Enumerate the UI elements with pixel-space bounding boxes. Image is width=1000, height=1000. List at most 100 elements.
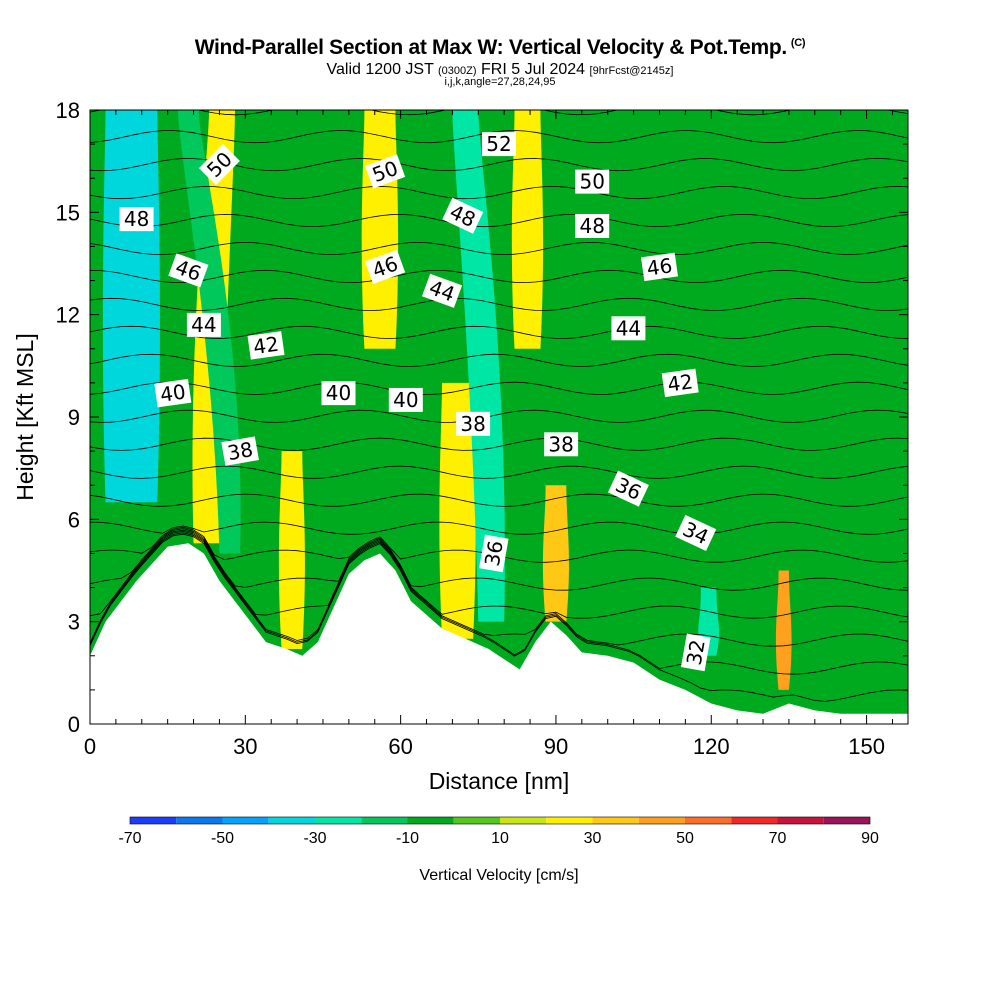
contour-label-13: 52 bbox=[482, 132, 516, 157]
contour-label-20: 44 bbox=[611, 316, 646, 341]
colorbar: -70 -50 -30 -10 10 30 50 70 90 bbox=[118, 816, 879, 847]
theta-contour-21 bbox=[90, 110, 908, 116]
theta-contour-8 bbox=[90, 465, 908, 479]
svg-text:46: 46 bbox=[645, 253, 674, 280]
velocity-band-8 bbox=[542, 485, 569, 622]
svg-text:50: 50 bbox=[579, 170, 604, 194]
colorbar-tick-4: 10 bbox=[491, 830, 509, 847]
svg-text:42: 42 bbox=[666, 369, 695, 396]
theta-contour-14 bbox=[90, 297, 908, 312]
theta-contour-1 bbox=[90, 532, 908, 675]
section-params: i,j,k,angle=27,28,24,95 bbox=[444, 76, 556, 88]
theta-contour-17 bbox=[90, 213, 908, 228]
contour-label-4: 42 bbox=[247, 331, 285, 360]
colorbar-swatch-3 bbox=[268, 817, 315, 824]
contour-label-1: 48 bbox=[119, 207, 154, 232]
theta-contour-15 bbox=[90, 269, 908, 284]
contour-label-16: 50 bbox=[575, 169, 610, 194]
colorbar-tick-2: -30 bbox=[303, 830, 326, 847]
theta-contour-7 bbox=[90, 493, 908, 507]
theta-contour-11 bbox=[90, 381, 908, 395]
valid-utc: (0300Z) bbox=[438, 65, 477, 77]
contour-label-18: 38 bbox=[544, 432, 579, 457]
theta-contour-18 bbox=[90, 185, 908, 200]
svg-text:48: 48 bbox=[124, 207, 149, 231]
colorbar-swatch-7 bbox=[453, 817, 500, 824]
y-tick-label-5: 15 bbox=[56, 200, 80, 225]
velocity-band-5 bbox=[439, 382, 476, 639]
contour-label-5: 40 bbox=[154, 378, 192, 408]
forecast-info: [9hrFcst@2145z] bbox=[589, 65, 674, 77]
contour-label-2: 46 bbox=[168, 253, 209, 288]
contour-label-15: 36 bbox=[479, 534, 509, 573]
x-tick-label-2: 60 bbox=[388, 734, 412, 759]
y-axis-label: Height [Kft MSL] bbox=[12, 333, 38, 500]
colorbar-tick-8: 90 bbox=[861, 830, 879, 847]
svg-text:40: 40 bbox=[326, 381, 351, 405]
terrain bbox=[90, 543, 908, 724]
svg-text:36: 36 bbox=[480, 539, 508, 568]
colorbar-tick-0: -70 bbox=[118, 830, 141, 847]
y-tick-label-4: 12 bbox=[56, 303, 80, 328]
colorbar-swatch-11 bbox=[638, 817, 685, 824]
y-tick-label-2: 6 bbox=[68, 507, 80, 532]
colorbar-swatch-12 bbox=[685, 817, 732, 824]
theta-contour-10 bbox=[90, 409, 908, 423]
y-tick-label-1: 3 bbox=[68, 610, 80, 635]
contour-label-6: 38 bbox=[221, 436, 259, 466]
colorbar-swatch-1 bbox=[176, 817, 223, 824]
colorbar-swatch-6 bbox=[407, 817, 454, 824]
svg-text:42: 42 bbox=[252, 332, 281, 359]
copyright-mark: (C) bbox=[790, 37, 806, 49]
svg-text:44: 44 bbox=[616, 316, 641, 340]
colorbar-swatch-4 bbox=[315, 817, 362, 824]
contour-label-24: 32 bbox=[680, 633, 711, 672]
colorbar-tick-6: 50 bbox=[676, 830, 694, 847]
velocity-band-4 bbox=[361, 110, 399, 349]
contour-labels: 5048464442403840504640444852383650483846… bbox=[119, 132, 717, 672]
velocity-band-0 bbox=[102, 110, 160, 503]
colorbar-swatch-14 bbox=[777, 817, 824, 824]
velocity-band-7 bbox=[511, 110, 544, 349]
chart-subtitle: Valid 1200 JST (0300Z) FRI 5 Jul 2024 [9… bbox=[0, 61, 1000, 79]
colorbar-tick-5: 30 bbox=[584, 830, 602, 847]
svg-text:40: 40 bbox=[159, 379, 188, 406]
colorbar-swatch-2 bbox=[222, 817, 269, 824]
colorbar-label: Vertical Velocity [cm/s] bbox=[419, 867, 578, 884]
colorbar-swatch-9 bbox=[546, 817, 593, 824]
theta-contour-16 bbox=[90, 241, 908, 256]
theta-contour-4 bbox=[90, 528, 908, 591]
chart-title: Wind-Parallel Section at Max W: Vertical… bbox=[194, 36, 806, 59]
svg-text:44: 44 bbox=[191, 313, 216, 337]
svg-text:38: 38 bbox=[460, 412, 485, 436]
x-tick-label-4: 120 bbox=[693, 734, 730, 759]
y-tick-label-6: 18 bbox=[56, 98, 80, 123]
theta-contour-6 bbox=[90, 521, 908, 535]
colorbar-swatch-13 bbox=[731, 817, 778, 824]
svg-text:32: 32 bbox=[682, 638, 710, 667]
contour-label-19: 46 bbox=[640, 252, 678, 282]
theta-contour-9 bbox=[90, 437, 908, 451]
theta-contour-0 bbox=[90, 533, 908, 702]
contour-label-14: 38 bbox=[456, 411, 491, 436]
colorbar-tick-3: -10 bbox=[396, 830, 419, 847]
colorbar-swatch-8 bbox=[500, 817, 547, 824]
colorbar-swatch-5 bbox=[361, 817, 408, 824]
theta-contour-22 bbox=[90, 75, 908, 87]
theta-contour-2 bbox=[90, 530, 908, 647]
theta-contour-20 bbox=[90, 130, 908, 144]
x-tick-label-1: 30 bbox=[233, 734, 257, 759]
svg-text:48: 48 bbox=[579, 214, 604, 238]
y-tick-label-0: 0 bbox=[68, 712, 80, 737]
colorbar-swatch-15 bbox=[823, 817, 870, 824]
contour-label-10: 40 bbox=[388, 387, 423, 412]
x-axis-label: Distance [nm] bbox=[429, 768, 570, 794]
theta-contour-13 bbox=[90, 325, 908, 339]
svg-text:38: 38 bbox=[226, 437, 255, 465]
x-tick-label-5: 150 bbox=[848, 734, 885, 759]
theta-contour-3 bbox=[90, 529, 908, 619]
x-axis: 0 30 60 90 120 150 bbox=[84, 110, 893, 759]
valid-time: Valid 1200 JST bbox=[326, 61, 434, 78]
